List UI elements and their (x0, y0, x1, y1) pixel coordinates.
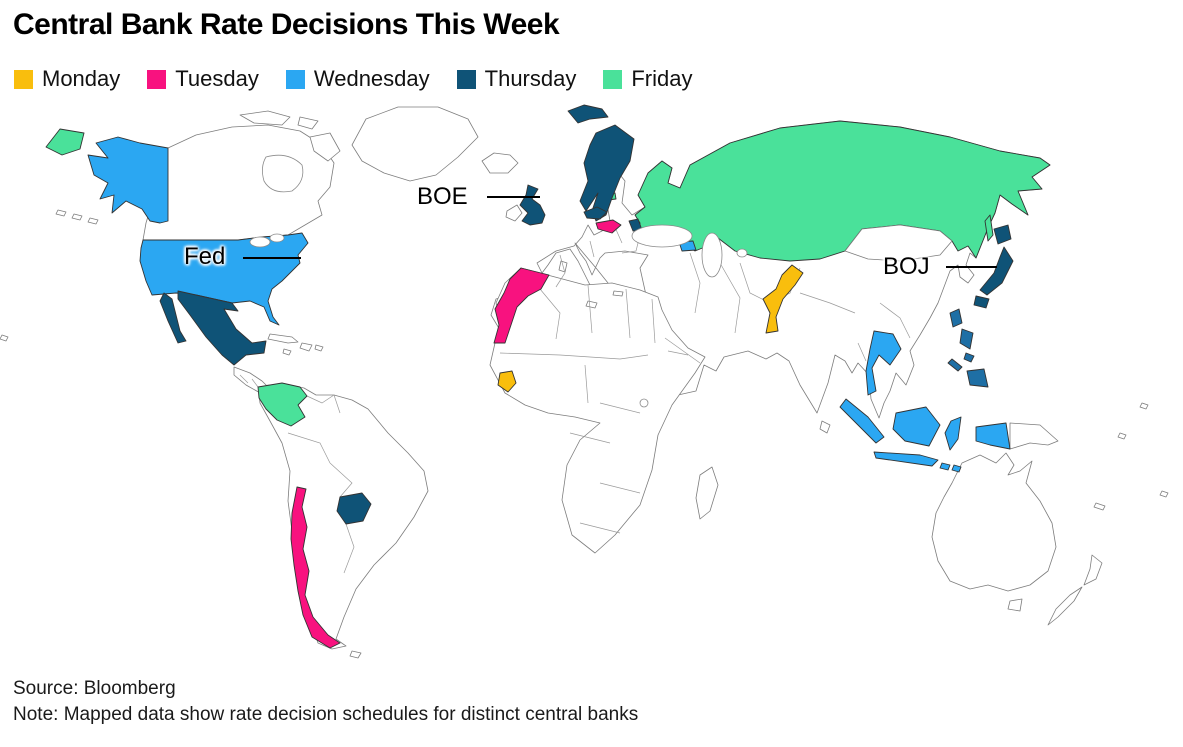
country-indonesia (839, 398, 1011, 473)
country-paraguay (336, 492, 372, 525)
country-australia (931, 452, 1057, 612)
country-czech-republic (583, 206, 608, 220)
country-norway-sweden (579, 124, 635, 222)
country-iceland (481, 152, 519, 174)
country-madagascar (695, 466, 719, 520)
thursday-swatch (456, 69, 476, 89)
legend: Monday Tuesday Wednesday Thursday Friday (14, 66, 692, 92)
pacific-islands (1093, 402, 1169, 511)
country-new-zealand (1047, 554, 1103, 626)
country-philippines (947, 328, 989, 388)
country-japan (973, 224, 1014, 309)
country-papua-new-guinea (1009, 422, 1059, 450)
country-russia-sakhalin (984, 214, 994, 242)
legend-item-tuesday: Tuesday (147, 66, 259, 92)
great-lakes-2 (269, 233, 285, 243)
country-svalbard (567, 104, 609, 124)
country-africa (489, 267, 706, 554)
country-pakistan (762, 264, 804, 334)
arctic-islands (239, 110, 341, 162)
legend-label-monday: Monday (42, 66, 121, 91)
boj-label: BOJ (883, 253, 930, 280)
legend-item-thursday: Thursday (456, 66, 577, 92)
legend-item-friday: Friday (603, 66, 692, 92)
legend-item-monday: Monday (14, 66, 120, 92)
chart-title: Central Bank Rate Decisions This Week (13, 8, 560, 41)
wednesday-swatch (285, 69, 305, 89)
country-taiwan (949, 308, 963, 328)
country-united-kingdom (519, 184, 546, 226)
country-mongolia (844, 224, 953, 262)
legend-label-thursday: Thursday (484, 66, 577, 91)
country-colombia (257, 382, 308, 427)
country-canada (142, 124, 335, 241)
note-text: Note: Mapped data show rate decision sch… (13, 704, 639, 725)
monday-swatch (14, 69, 33, 89)
hudson-bay (262, 154, 304, 193)
country-greenland (351, 106, 479, 182)
black-sea (631, 224, 693, 248)
world-map (0, 104, 1169, 659)
legend-item-wednesday: Wednesday (285, 66, 430, 92)
country-sri-lanka (819, 420, 831, 434)
legend-label-friday: Friday (631, 66, 693, 91)
aral-sea (736, 248, 748, 258)
country-usa (139, 232, 309, 326)
country-mexico (159, 290, 267, 366)
tuesday-swatch (147, 69, 167, 89)
small-islands (0, 334, 362, 659)
caribbean-islands (267, 333, 324, 356)
aleutian-islands (55, 209, 99, 225)
country-morocco (493, 267, 550, 344)
lake-victoria (639, 398, 649, 408)
country-chile (290, 486, 341, 649)
source-text: Source: Bloomberg (13, 678, 176, 699)
friday-swatch (603, 69, 623, 89)
caspian-sea (701, 232, 723, 278)
country-thailand (865, 330, 902, 396)
country-sierra-leone (497, 370, 517, 393)
great-lakes (249, 236, 271, 248)
boe-label: BOE (417, 183, 468, 210)
legend-label-tuesday: Tuesday (175, 66, 259, 91)
country-ireland (505, 204, 523, 222)
legend-label-wednesday: Wednesday (313, 66, 430, 91)
country-hungary (595, 219, 622, 234)
country-usa-alaska (87, 136, 169, 224)
fed-label: Fed (184, 243, 226, 270)
country-russia-chukotka (45, 128, 85, 156)
